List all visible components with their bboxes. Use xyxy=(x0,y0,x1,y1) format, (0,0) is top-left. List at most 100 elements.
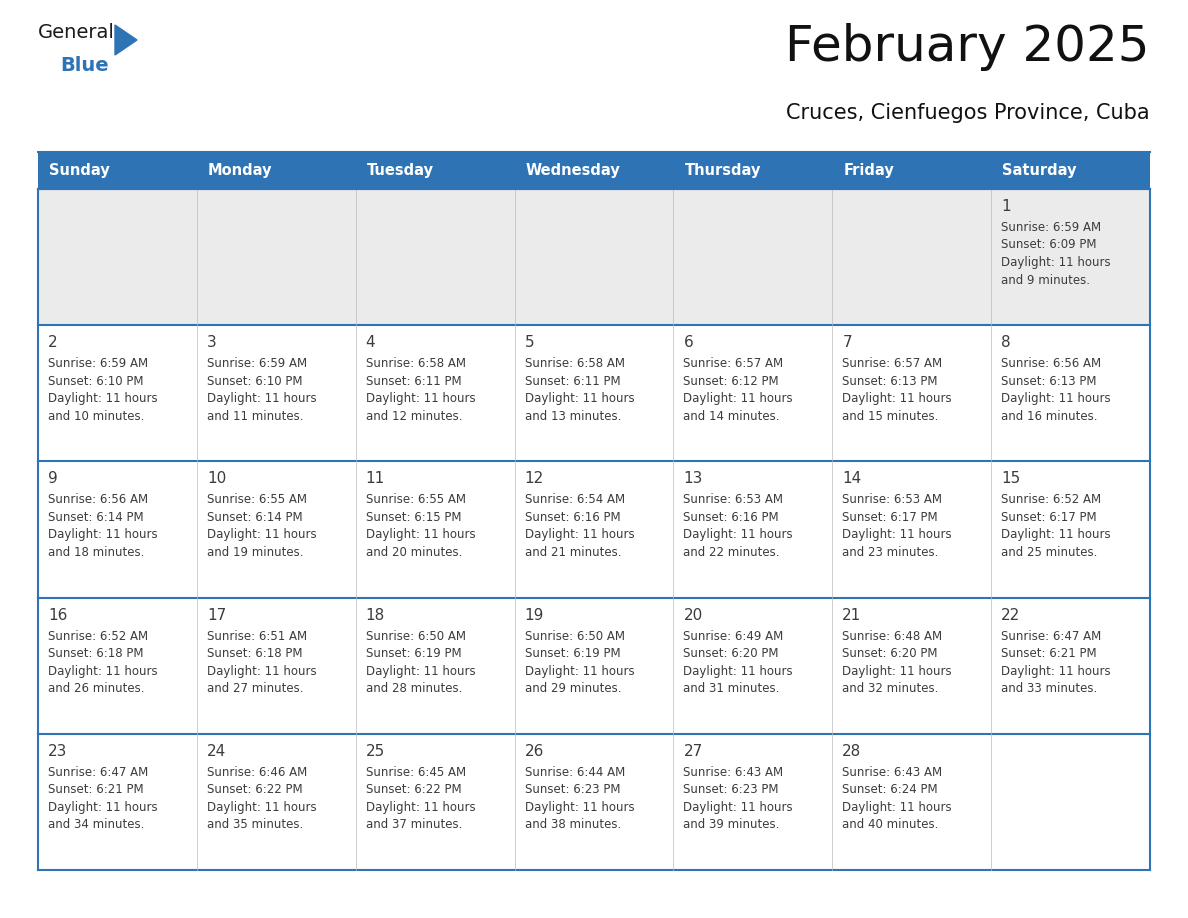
Bar xyxy=(355,462,514,598)
Bar xyxy=(197,325,355,462)
Text: Sunset: 6:11 PM: Sunset: 6:11 PM xyxy=(525,375,620,387)
Text: Sunrise: 6:56 AM: Sunrise: 6:56 AM xyxy=(1001,357,1101,370)
Text: Daylight: 11 hours: Daylight: 11 hours xyxy=(683,800,794,813)
Text: 28: 28 xyxy=(842,744,861,759)
Text: Sunset: 6:14 PM: Sunset: 6:14 PM xyxy=(48,511,144,524)
Text: 6: 6 xyxy=(683,335,693,350)
Text: Friday: Friday xyxy=(843,163,895,178)
Text: 18: 18 xyxy=(366,608,385,622)
Bar xyxy=(355,598,514,733)
Text: Sunset: 6:24 PM: Sunset: 6:24 PM xyxy=(842,783,937,796)
Text: Wednesday: Wednesday xyxy=(525,163,620,178)
Text: Sunset: 6:20 PM: Sunset: 6:20 PM xyxy=(842,647,937,660)
Text: Daylight: 11 hours: Daylight: 11 hours xyxy=(525,392,634,405)
Text: Daylight: 11 hours: Daylight: 11 hours xyxy=(48,529,158,542)
Text: Sunset: 6:17 PM: Sunset: 6:17 PM xyxy=(842,511,937,524)
Text: 12: 12 xyxy=(525,472,544,487)
Text: Sunset: 6:11 PM: Sunset: 6:11 PM xyxy=(366,375,461,387)
Text: and 25 minutes.: and 25 minutes. xyxy=(1001,546,1098,559)
Text: Sunset: 6:13 PM: Sunset: 6:13 PM xyxy=(842,375,937,387)
Text: Sunset: 6:13 PM: Sunset: 6:13 PM xyxy=(1001,375,1097,387)
Text: Sunset: 6:14 PM: Sunset: 6:14 PM xyxy=(207,511,303,524)
Bar xyxy=(514,462,674,598)
Text: Sunset: 6:21 PM: Sunset: 6:21 PM xyxy=(1001,647,1097,660)
Text: 25: 25 xyxy=(366,744,385,759)
Text: Daylight: 11 hours: Daylight: 11 hours xyxy=(683,392,794,405)
Text: 17: 17 xyxy=(207,608,226,622)
Text: Sunset: 6:10 PM: Sunset: 6:10 PM xyxy=(207,375,303,387)
Text: Daylight: 11 hours: Daylight: 11 hours xyxy=(207,529,316,542)
Text: and 14 minutes.: and 14 minutes. xyxy=(683,409,781,422)
Text: and 20 minutes.: and 20 minutes. xyxy=(366,546,462,559)
Text: Sunrise: 6:45 AM: Sunrise: 6:45 AM xyxy=(366,766,466,778)
Bar xyxy=(514,733,674,870)
Text: Daylight: 11 hours: Daylight: 11 hours xyxy=(842,529,952,542)
Text: and 40 minutes.: and 40 minutes. xyxy=(842,818,939,832)
Text: Daylight: 11 hours: Daylight: 11 hours xyxy=(683,529,794,542)
Bar xyxy=(833,462,991,598)
Text: and 31 minutes.: and 31 minutes. xyxy=(683,682,779,695)
Bar xyxy=(674,189,833,325)
Text: Daylight: 11 hours: Daylight: 11 hours xyxy=(366,392,475,405)
Bar xyxy=(991,598,1150,733)
Text: and 34 minutes.: and 34 minutes. xyxy=(48,818,145,832)
Text: Sunrise: 6:56 AM: Sunrise: 6:56 AM xyxy=(48,493,148,507)
Bar xyxy=(991,189,1150,325)
Text: Daylight: 11 hours: Daylight: 11 hours xyxy=(207,800,316,813)
Text: and 16 minutes.: and 16 minutes. xyxy=(1001,409,1098,422)
Text: Sunrise: 6:47 AM: Sunrise: 6:47 AM xyxy=(48,766,148,778)
Text: Sunset: 6:20 PM: Sunset: 6:20 PM xyxy=(683,647,779,660)
Text: Daylight: 11 hours: Daylight: 11 hours xyxy=(842,665,952,677)
Text: Daylight: 11 hours: Daylight: 11 hours xyxy=(1001,392,1111,405)
Text: and 35 minutes.: and 35 minutes. xyxy=(207,818,303,832)
Text: Daylight: 11 hours: Daylight: 11 hours xyxy=(842,800,952,813)
Text: Sunrise: 6:53 AM: Sunrise: 6:53 AM xyxy=(842,493,942,507)
Text: Sunrise: 6:58 AM: Sunrise: 6:58 AM xyxy=(525,357,625,370)
Text: and 27 minutes.: and 27 minutes. xyxy=(207,682,303,695)
Polygon shape xyxy=(115,25,137,55)
Text: Sunset: 6:19 PM: Sunset: 6:19 PM xyxy=(366,647,461,660)
Text: and 15 minutes.: and 15 minutes. xyxy=(842,409,939,422)
Text: and 29 minutes.: and 29 minutes. xyxy=(525,682,621,695)
Text: Daylight: 11 hours: Daylight: 11 hours xyxy=(207,665,316,677)
Text: Sunrise: 6:58 AM: Sunrise: 6:58 AM xyxy=(366,357,466,370)
Bar xyxy=(197,462,355,598)
Bar xyxy=(38,462,197,598)
Bar xyxy=(38,325,197,462)
Text: Sunset: 6:21 PM: Sunset: 6:21 PM xyxy=(48,783,144,796)
Text: Daylight: 11 hours: Daylight: 11 hours xyxy=(1001,665,1111,677)
Text: 23: 23 xyxy=(48,744,68,759)
Bar xyxy=(38,733,197,870)
Text: 5: 5 xyxy=(525,335,535,350)
Text: 16: 16 xyxy=(48,608,68,622)
Text: Daylight: 11 hours: Daylight: 11 hours xyxy=(525,800,634,813)
Text: Sunrise: 6:52 AM: Sunrise: 6:52 AM xyxy=(1001,493,1101,507)
Text: Sunset: 6:09 PM: Sunset: 6:09 PM xyxy=(1001,239,1097,252)
Text: and 21 minutes.: and 21 minutes. xyxy=(525,546,621,559)
Text: and 28 minutes.: and 28 minutes. xyxy=(366,682,462,695)
Text: and 11 minutes.: and 11 minutes. xyxy=(207,409,303,422)
Text: 27: 27 xyxy=(683,744,702,759)
Text: Sunrise: 6:46 AM: Sunrise: 6:46 AM xyxy=(207,766,308,778)
Text: Cruces, Cienfuegos Province, Cuba: Cruces, Cienfuegos Province, Cuba xyxy=(786,103,1150,123)
Text: Sunset: 6:18 PM: Sunset: 6:18 PM xyxy=(207,647,303,660)
Text: Daylight: 11 hours: Daylight: 11 hours xyxy=(48,800,158,813)
Bar xyxy=(514,598,674,733)
Text: 2: 2 xyxy=(48,335,58,350)
Text: 19: 19 xyxy=(525,608,544,622)
Text: Tuesday: Tuesday xyxy=(367,163,434,178)
Text: and 12 minutes.: and 12 minutes. xyxy=(366,409,462,422)
Text: and 19 minutes.: and 19 minutes. xyxy=(207,546,303,559)
Text: Sunrise: 6:57 AM: Sunrise: 6:57 AM xyxy=(842,357,942,370)
Text: Sunrise: 6:54 AM: Sunrise: 6:54 AM xyxy=(525,493,625,507)
Text: Sunrise: 6:59 AM: Sunrise: 6:59 AM xyxy=(1001,221,1101,234)
Text: Daylight: 11 hours: Daylight: 11 hours xyxy=(1001,256,1111,269)
Text: 22: 22 xyxy=(1001,608,1020,622)
Bar xyxy=(674,325,833,462)
Text: Saturday: Saturday xyxy=(1003,163,1076,178)
Text: Daylight: 11 hours: Daylight: 11 hours xyxy=(207,392,316,405)
Text: Sunset: 6:22 PM: Sunset: 6:22 PM xyxy=(366,783,461,796)
Bar xyxy=(991,325,1150,462)
Text: Daylight: 11 hours: Daylight: 11 hours xyxy=(525,529,634,542)
Text: and 32 minutes.: and 32 minutes. xyxy=(842,682,939,695)
